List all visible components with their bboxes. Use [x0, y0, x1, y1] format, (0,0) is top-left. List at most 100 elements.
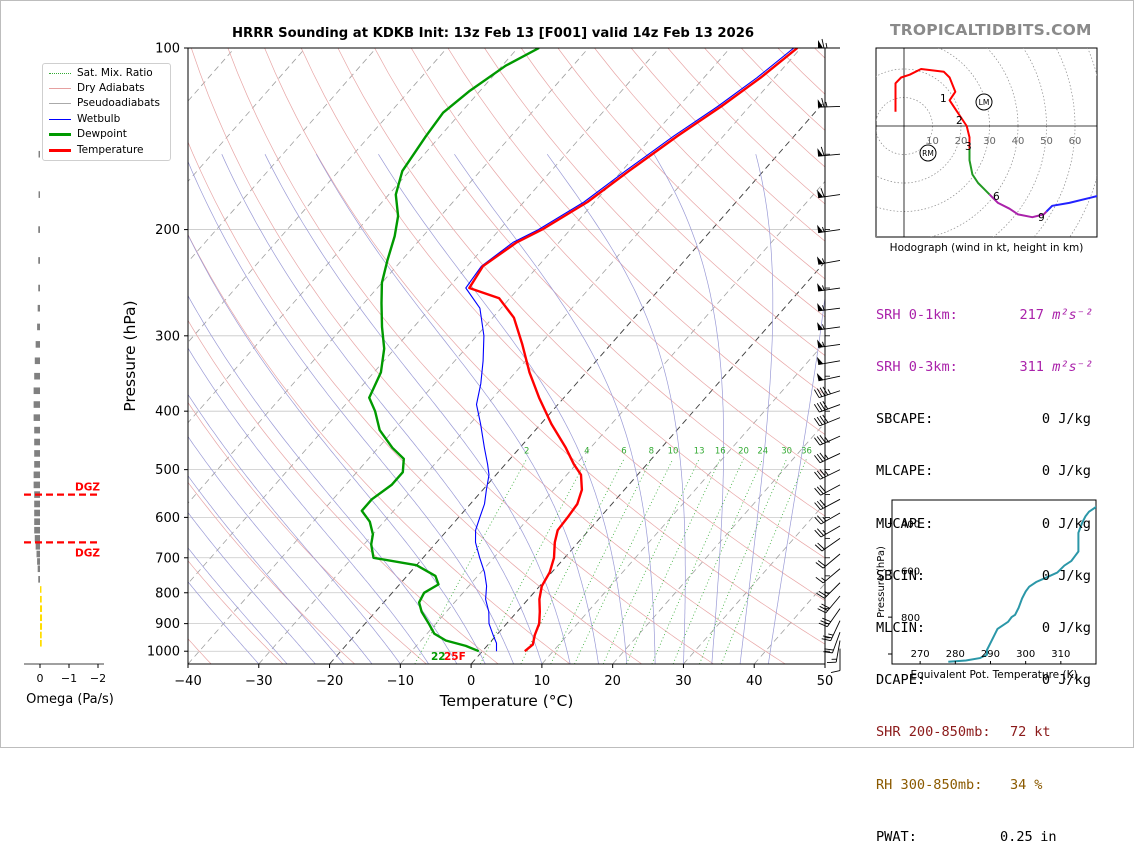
- wind-barb: [815, 499, 840, 509]
- omega-bar: [40, 640, 42, 647]
- moist-adiabat: [0, 154, 287, 664]
- mixing-ratio-label: 36: [801, 446, 812, 456]
- mixing-ratio-label: 20: [738, 446, 749, 456]
- omega-bar: [38, 305, 40, 312]
- stat-row-sbcin: SBCIN:0 J/kg: [876, 568, 1093, 585]
- mixing-ratio-line: [415, 459, 527, 664]
- wind-barb-shaft: [820, 436, 840, 445]
- omega-tick-label: −1: [61, 672, 77, 685]
- x-tick-label: 50: [817, 674, 834, 689]
- mixing-ratio-label: 24: [757, 446, 768, 456]
- wind-barb-half: [828, 634, 833, 635]
- wind-barb-flag: [817, 373, 824, 381]
- temperature-profile: [469, 48, 797, 651]
- omega-bar: [37, 551, 40, 558]
- y-tick-label: 100: [155, 42, 180, 57]
- stat-row-sbcape: SBCAPE:0 J/kg: [876, 411, 1093, 428]
- wind-barb-half: [822, 285, 824, 290]
- x-tick-label: −10: [387, 674, 414, 689]
- wind-barb: [815, 526, 840, 537]
- wind-barb: [814, 469, 840, 479]
- wind-barb-half: [826, 43, 827, 48]
- y-tick-label: 500: [155, 463, 180, 478]
- moist-adiabat: [316, 154, 598, 664]
- moist-adiabat: [99, 154, 428, 664]
- wind-barb-flag: [817, 322, 823, 330]
- omega-bar: [40, 605, 42, 612]
- omega-bar: [40, 623, 42, 630]
- storm-motion-label: LM: [979, 98, 990, 107]
- x-tick-label: 20: [604, 674, 621, 689]
- omega-bar: [34, 482, 40, 489]
- moist-adiabat: [222, 154, 542, 664]
- omega-bar: [34, 414, 40, 421]
- mixing-ratio-label: 8: [649, 446, 654, 456]
- x-tick-label: −20: [316, 674, 343, 689]
- wind-barb-half: [828, 389, 830, 393]
- wind-barb-half: [822, 342, 824, 347]
- wind-barb: [817, 303, 840, 311]
- y-tick-label: 300: [155, 329, 180, 344]
- omega-bar: [37, 558, 40, 565]
- hodograph-caption: Hodograph (wind in kt, height in km): [890, 242, 1084, 254]
- legend-item-pseudoadiabats: Pseudoadiabats: [43, 96, 160, 110]
- hodograph-height-label: 2: [956, 115, 963, 127]
- y-tick-label: 400: [155, 405, 180, 420]
- omega-bar: [38, 285, 40, 292]
- wind-barb: [816, 554, 840, 568]
- wind-barb: [818, 596, 840, 613]
- x-tick-label: 30: [675, 674, 692, 689]
- omega-bar: [34, 518, 40, 525]
- wind-barb: [818, 39, 840, 48]
- mixing-ratio-label: 10: [668, 446, 679, 456]
- wind-barb-shaft: [836, 641, 840, 663]
- mixing-ratio-label: 30: [781, 446, 792, 456]
- mixing-ratio-line: [652, 459, 744, 664]
- legend-item-temperature: Temperature: [43, 143, 144, 157]
- dry-adiabat: [265, 48, 858, 664]
- hodograph-ring-label: 40: [1012, 136, 1025, 147]
- omega-bar: [38, 576, 40, 583]
- wind-barb: [815, 538, 840, 551]
- omega-bar: [35, 357, 40, 364]
- x-tick-label: 0: [467, 674, 475, 689]
- omega-bar: [37, 324, 40, 331]
- omega-bar: [34, 510, 40, 517]
- hodograph-height-label: 6: [993, 191, 1000, 203]
- stat-row-mucape: MUCAPE:0 J/kg: [876, 516, 1093, 533]
- mixing-ratio-line: [673, 459, 763, 664]
- mixing-ratio-label: 6: [621, 446, 626, 456]
- hodograph-ring-label: 50: [1040, 136, 1053, 147]
- omega-bar: [34, 427, 40, 434]
- legend-label: Temperature: [77, 144, 144, 156]
- omega-bar: [38, 565, 40, 572]
- wetbulb-profile: [466, 48, 794, 651]
- y-tick-label: 700: [155, 551, 180, 566]
- wind-barb: [814, 435, 840, 445]
- legend-item-mixing-ratio: Sat. Mix. Ratio: [43, 66, 153, 80]
- wind-barb-half: [825, 437, 828, 441]
- x-tick-label: −30: [245, 674, 272, 689]
- omega-bar: [34, 472, 40, 479]
- wind-barb-flag: [817, 256, 823, 264]
- isotherm-line: [188, 48, 730, 664]
- legend-label: Dewpoint: [77, 128, 127, 140]
- omega-bar: [34, 450, 40, 457]
- legend-item-dry-adiabats: Dry Adiabats: [43, 81, 145, 95]
- omega-tick-label: 0: [37, 672, 44, 685]
- legend-swatch: [49, 149, 71, 152]
- dewpoint-profile: [362, 48, 539, 651]
- omega-bar: [34, 501, 40, 508]
- omega-axis-label: Omega (Pa/s): [26, 692, 114, 707]
- x-tick-label: −40: [174, 674, 201, 689]
- wind-barb-flag: [817, 283, 823, 291]
- surface-temperature-label: 25F: [444, 651, 466, 663]
- wind-barb-half: [825, 471, 828, 475]
- wind-barb-shaft: [823, 554, 840, 568]
- stat-row-dcape: DCAPE:0 J/kg: [876, 672, 1093, 689]
- wind-barb-shaft: [826, 596, 840, 613]
- mixing-ratio-line: [700, 459, 787, 664]
- omega-bar: [39, 151, 40, 158]
- wind-barb: [814, 387, 840, 398]
- skew-t-frame: [188, 48, 825, 664]
